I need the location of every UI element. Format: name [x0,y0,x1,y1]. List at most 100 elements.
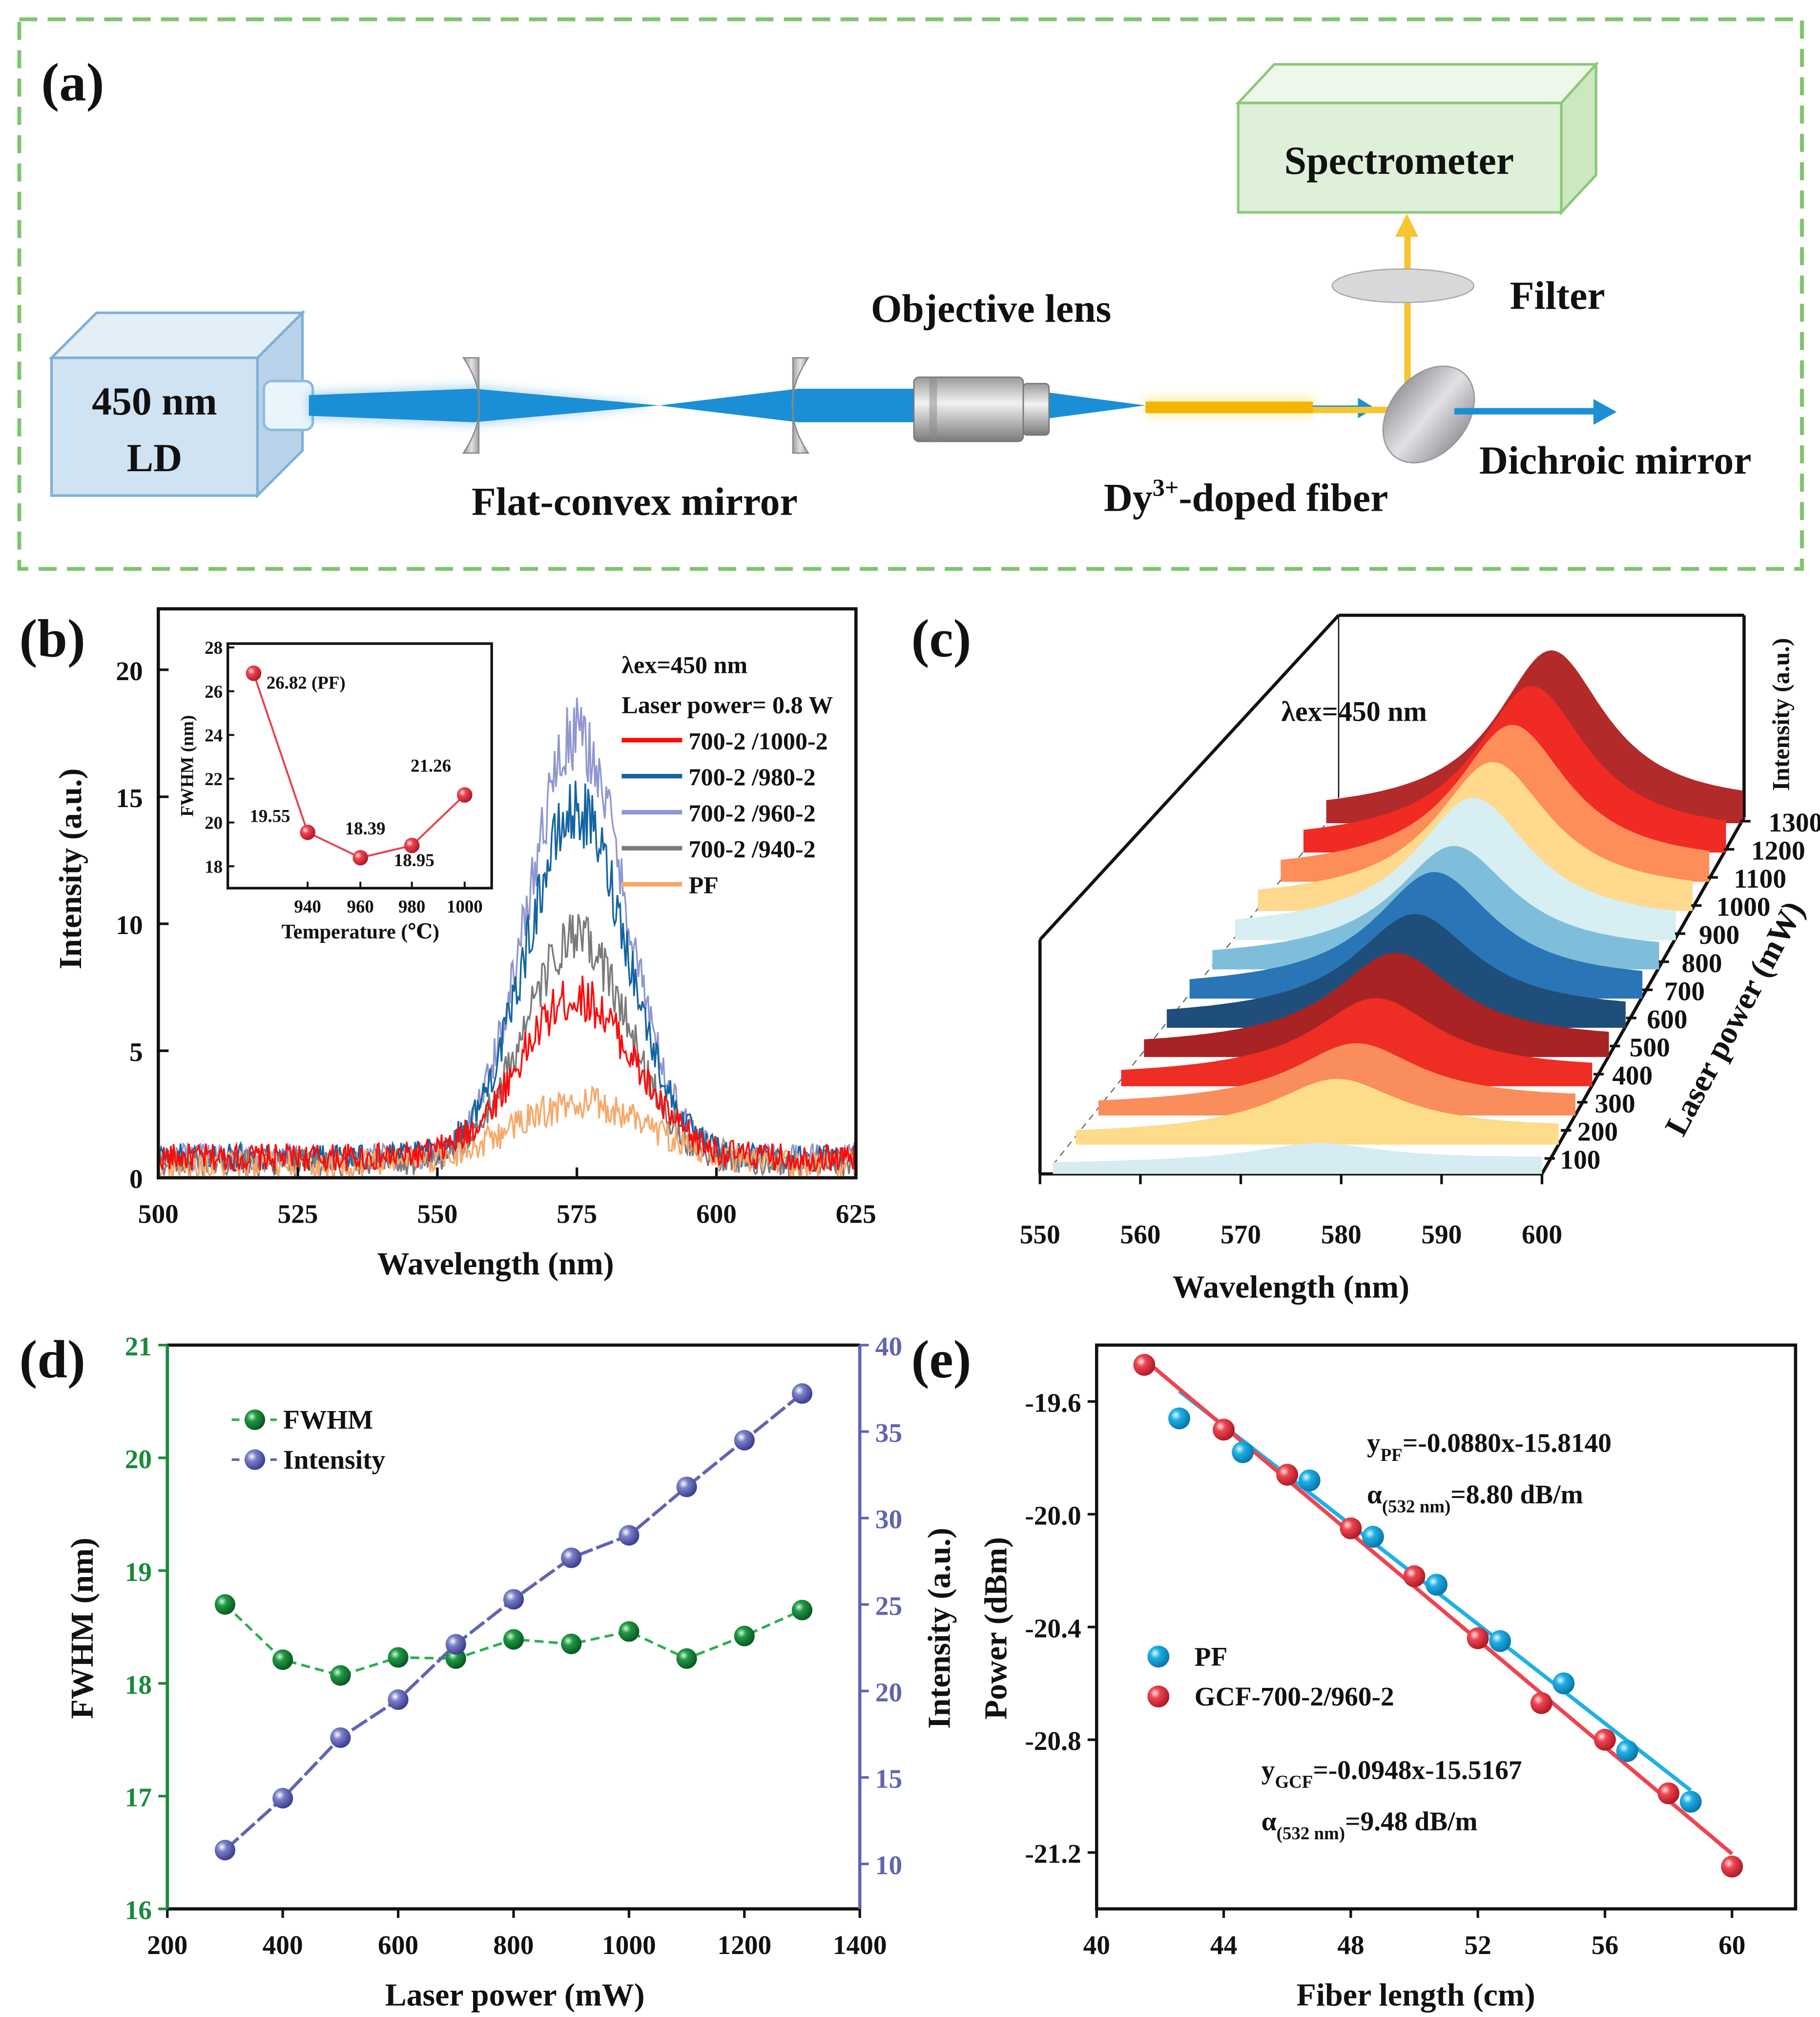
x-tick-label: 52 [1464,1930,1491,1960]
legend-label: Intensity [283,1445,385,1475]
spectrometer-box: Spectrometer [1235,61,1599,216]
legend-label: 700-2 /940-2 [689,835,816,863]
x-tick-label: 550 [417,1199,457,1228]
inset-y-tick-label: 26 [205,682,223,702]
pf-attenuation-value: =8.80 dB/m [1450,1479,1583,1509]
data-point-gcf [1721,1855,1743,1878]
left-y-tick-label: 19 [125,1557,152,1587]
y-tick-label: 5 [129,1037,143,1067]
dichroic-mirror [1382,365,1475,464]
legend-label: 700-2 /980-2 [689,763,816,790]
legend-item: 700-2 /940-2 [621,835,816,863]
x-tick-label: 575 [557,1199,597,1228]
y-tick-label: -21.2 [1025,1839,1081,1869]
data-point-pf [1168,1407,1190,1430]
waterfall-guide-line [1052,823,1326,1165]
inset-fwhm-point [404,837,420,853]
x-axis-title: Wavelength (nm) [1173,1269,1409,1305]
pf-fit-equation-main: y [1367,1428,1381,1458]
right-y-axis-title: Intensity (a.u.) [922,1528,957,1729]
gcf-attenuation-main: α [1262,1807,1277,1836]
left-y-tick-label: 18 [125,1670,152,1700]
fwhm-point [272,1649,293,1670]
fiber-label-rest: -doped fiber [1179,476,1388,520]
ld-label: LD [127,436,183,480]
gcf-attenuation: α(532 nm)=9.48 dB/m [1262,1807,1478,1844]
inset-x-tick-label: 940 [294,896,321,916]
right-y-tick-label: 35 [875,1418,902,1448]
laser-diode-box: 450 nm LD [48,310,314,499]
laser-aperture [262,379,314,432]
intensity-point [734,1430,755,1451]
intensity-point [791,1383,813,1404]
legend-swatch-marker [244,1449,266,1470]
y-tick-label: -19.6 [1025,1388,1081,1417]
spectrometer-label: Spectrometer [1284,138,1514,183]
data-point-gcf [1340,1517,1362,1539]
fwhm-point [561,1633,582,1654]
right-y-tick-label: 10 [875,1851,902,1880]
x-tick-label: 200 [147,1930,187,1960]
gcf-attenuation-subscript: (532 nm) [1277,1823,1345,1844]
legend-item: PF [621,872,719,899]
x-tick-label: 1000 [602,1930,656,1960]
fiber-label-dy: Dy [1104,476,1153,520]
inset-x-axis-title: Temperature (℃) [281,920,439,943]
panel-label-b: (b) [20,608,85,668]
y-axis-title: Intensity (a.u.) [53,769,88,970]
x-tick-label: 40 [1083,1930,1110,1960]
intensity-point [388,1689,409,1710]
laser-beam [309,386,1146,425]
waterfall-spectrum-400mW [1121,998,1592,1086]
right-y-tick-label: 40 [875,1331,902,1361]
fwhm-point [330,1665,351,1686]
pf-fit-equation-value: =-0.0880x-15.8140 [1403,1428,1612,1458]
x-tick-label: 48 [1337,1930,1364,1960]
intensity-point [272,1788,293,1809]
inset-fwhm-point [352,850,369,866]
gcf-fit-equation-value: =-0.0948x-15.5167 [1313,1755,1522,1785]
right-y-tick-label: 20 [875,1677,902,1707]
flat-convex-mirror-label: Flat-convex mirror [472,479,798,524]
data-point-gcf [1213,1418,1235,1441]
data-point-pf [1552,1672,1575,1695]
pf-attenuation-subscript: (532 nm) [1382,1497,1450,1517]
panel-a-schematic: (a) 450 nm LD [17,17,1804,571]
legend-item: 700-2 /980-2 [621,763,816,790]
fwhm-point [676,1648,697,1669]
fwhm-point [388,1647,409,1668]
x-tick-label: 600 [696,1199,737,1228]
data-point-pf [1298,1469,1321,1492]
x-tick-label: 400 [263,1930,303,1960]
plot-frame [156,607,858,1180]
gcf-fit-equation-main: y [1262,1755,1275,1785]
left-y-tick-label: 16 [125,1895,152,1925]
fwhm-point [734,1625,755,1646]
data-point-gcf [1276,1464,1299,1486]
inset-x-tick-label: 980 [398,896,425,916]
x-tick-label: 60 [1718,1930,1745,1960]
x-axis-title: Laser power (mW) [385,1977,645,2013]
x-tick-label: 1400 [833,1930,887,1960]
legend-item: 700-2 /1000-2 [621,727,828,754]
pf-fit-equation-subscript: PF [1381,1445,1403,1465]
inset-fwhm-point [246,665,262,681]
waterfall-axis-line [1038,614,1340,941]
panel-label-d: (d) [20,1329,85,1389]
flat-convex-lens-1 [462,357,480,454]
z-axis-title: Intensity (a.u.) [1767,638,1795,791]
y-tick-label: 0 [129,1164,143,1194]
filter-disk [1331,268,1475,303]
legend-marker [1147,1685,1170,1707]
x-tick-label: 44 [1210,1930,1237,1960]
inset-y-tick-label: 22 [205,769,223,789]
power-tick-label: 500 [1630,1032,1670,1062]
panel-label-c: (c) [911,608,972,668]
fwhm-point [214,1594,236,1615]
fwhm-point [445,1648,466,1669]
x-tick-label: 580 [1321,1220,1362,1249]
objective-lens-label: Objective lens [871,286,1111,331]
spectrum-line-700-2-940-2 [157,914,857,1179]
x-tick-label: 1200 [717,1930,771,1960]
